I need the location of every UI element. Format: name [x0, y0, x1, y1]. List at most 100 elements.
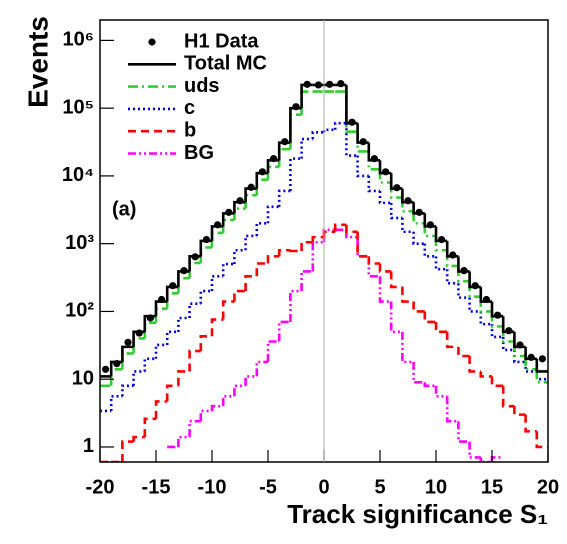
histogram-step: [356, 231, 369, 258]
histogram-step: [378, 276, 392, 303]
data-point: [270, 155, 278, 163]
histogram-step: [165, 330, 179, 345]
data-point: [471, 282, 479, 290]
y-tick-label: 10⁶: [63, 29, 94, 51]
histogram-step: [199, 334, 212, 352]
histogram-step: [535, 371, 548, 381]
histogram-step: [132, 370, 145, 386]
histogram-step: [199, 409, 212, 422]
histogram-step: [154, 343, 168, 359]
x-tick-label: -10: [198, 476, 227, 498]
data-point: [505, 327, 513, 335]
data-point: [516, 341, 524, 349]
histogram-step: [233, 384, 246, 397]
data-point: [236, 197, 244, 205]
histogram-step: [468, 297, 481, 313]
histogram-step: [468, 441, 481, 459]
y-axis-title: Events: [22, 16, 53, 108]
histogram-step: [300, 270, 313, 292]
histogram-step: [165, 384, 179, 402]
data-point: [482, 295, 490, 304]
histogram-step: [188, 302, 201, 319]
histogram-step: [277, 189, 291, 207]
histogram-step: [423, 311, 436, 324]
plot-area: [100, 80, 548, 462]
histogram-step: [389, 271, 403, 289]
histogram-step: [434, 321, 448, 334]
histogram-step: [501, 336, 515, 352]
histogram-step: [367, 256, 380, 265]
y-tick-label: 10²: [65, 300, 94, 322]
data-point: [359, 138, 367, 146]
histogram-step: [121, 345, 134, 362]
histogram-step: [479, 371, 492, 378]
histogram-step: [356, 155, 369, 178]
data-point: [370, 155, 378, 163]
data-point: [449, 251, 457, 259]
data-point: [169, 282, 177, 290]
data-point: [460, 267, 468, 275]
x-tick-label: -5: [259, 476, 277, 498]
histogram-step: [221, 218, 235, 233]
histogram-step: [457, 346, 470, 358]
data-point: [202, 235, 210, 244]
annotation: (a): [112, 198, 136, 220]
histogram-step: [177, 316, 190, 332]
histogram-step: [345, 123, 358, 157]
x-tick-label: -15: [142, 476, 171, 498]
histogram-step: [434, 385, 448, 398]
histogram-step: [445, 331, 459, 349]
histogram-step: [221, 394, 235, 407]
histogram-step: [277, 320, 291, 342]
histogram-step: [244, 375, 257, 386]
data-point: [113, 359, 121, 368]
legend-label: c: [184, 97, 195, 119]
legend-label: b: [184, 119, 196, 141]
histogram-step: [389, 202, 403, 220]
histogram-step: [457, 283, 470, 299]
data-point: [258, 168, 266, 176]
histogram-step: [300, 240, 313, 251]
legend-marker: [148, 38, 156, 46]
data-point: [415, 208, 423, 216]
histogram-step: [255, 360, 268, 377]
histogram-step: [468, 356, 481, 373]
x-tick-label: 0: [318, 476, 329, 498]
data-point: [158, 295, 166, 304]
data-point: [124, 338, 132, 346]
histogram-step: [289, 157, 302, 191]
histogram-step: [412, 211, 425, 225]
histogram-step: [177, 370, 190, 386]
histogram-step: [445, 269, 459, 285]
y-tick-label: 10: [72, 367, 94, 389]
histogram-step: [401, 217, 414, 234]
histogram-step: [121, 384, 134, 397]
histogram-step: [378, 190, 392, 205]
histogram-step: [300, 137, 313, 159]
data-point: [146, 314, 154, 322]
data-point: [538, 355, 547, 363]
histogram-step: [367, 175, 380, 193]
histogram-step: [266, 205, 280, 224]
data-point: [382, 168, 390, 176]
histogram-step: [524, 414, 537, 433]
histogram-step: [289, 289, 302, 322]
x-axis-title: Track significance S₁: [287, 499, 548, 529]
histogram-step: [401, 286, 414, 303]
histogram-step: [535, 369, 548, 384]
histogram-step: [378, 263, 392, 273]
histogram-step: [233, 207, 246, 220]
histogram-step: [345, 224, 358, 234]
histogram-step: [266, 255, 280, 264]
y-tick-label: 1: [83, 435, 94, 457]
y-tick-label: 10⁴: [62, 164, 94, 186]
histogram-step: [266, 340, 280, 362]
histogram-step: [177, 435, 190, 447]
histogram-step: [109, 368, 123, 386]
data-point: [214, 221, 222, 229]
histogram-step: [221, 300, 235, 320]
data-point: [281, 138, 289, 146]
data-point: [102, 365, 110, 373]
